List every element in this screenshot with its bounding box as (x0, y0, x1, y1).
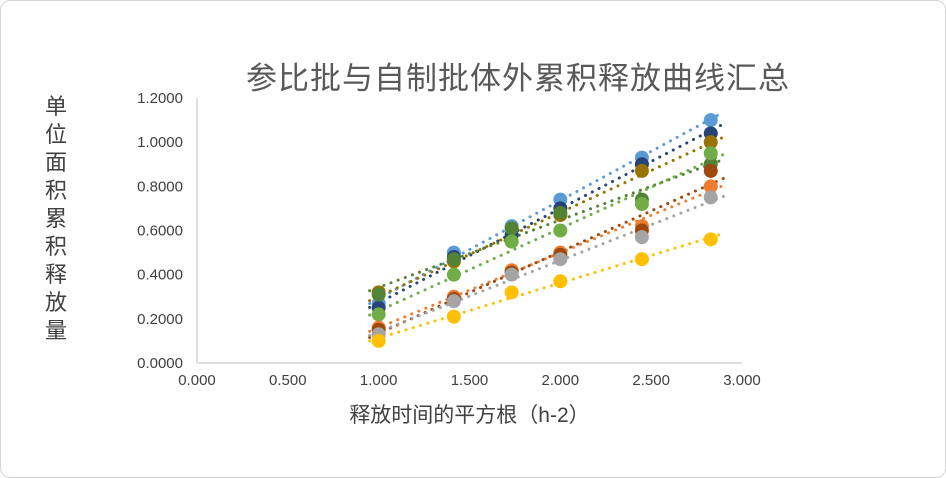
trendline-series-yellow (368, 231, 726, 343)
data-point-series-yellow (703, 232, 718, 247)
x-tick-label: 1.000 (360, 372, 398, 389)
data-point-series-yellow (504, 285, 519, 300)
data-point-series-yellow (634, 252, 649, 267)
trendline-series-lightblue (368, 110, 726, 306)
trendline-series-navy (368, 122, 726, 309)
data-point-series-darkgreen (504, 221, 519, 236)
data-point-series-olive (634, 163, 649, 178)
x-tick-label: 0.000 (178, 372, 216, 389)
y-axis-title: 单 位 面 积 累 积 释 放 量 (44, 94, 67, 343)
data-point-series-brick (703, 163, 718, 178)
x-tick-label: 3.000 (723, 372, 761, 389)
y-tick-label: 1.2000 (137, 90, 183, 107)
trendline-series-darkgreen (368, 157, 726, 293)
data-point-series-green (371, 307, 386, 322)
data-point-series-green (553, 223, 568, 238)
trendline-series-brick (368, 176, 726, 339)
data-point-series-darkgreen (446, 252, 461, 267)
x-tick-label: 2.000 (542, 372, 580, 389)
data-point-series-gray (703, 190, 718, 205)
trendline-series-orange (368, 183, 726, 333)
y-tick-label: 0.8000 (137, 178, 183, 195)
data-point-series-yellow (371, 333, 386, 348)
chart-title: 参比批与自制批体外累积释放曲线汇总 (246, 61, 790, 96)
trendline-series-olive (368, 135, 726, 303)
y-tick-label: 1.0000 (137, 134, 183, 151)
x-tick-label: 0.500 (269, 372, 307, 389)
data-point-series-yellow (446, 309, 461, 324)
y-tick-label: 0.4000 (137, 267, 183, 284)
data-point-series-gray (553, 252, 568, 267)
data-point-series-gray (634, 230, 649, 245)
data-point-series-darkgreen (371, 287, 386, 302)
data-point-series-olive (703, 135, 718, 150)
data-point-series-green (634, 197, 649, 211)
data-point-series-darkgreen (553, 205, 568, 220)
y-tick-label: 0.0000 (137, 355, 183, 372)
data-point-series-gray (504, 267, 519, 282)
x-tick-label: 2.500 (632, 372, 670, 389)
data-point-series-green (504, 234, 519, 249)
data-point-series-orange (703, 179, 718, 194)
data-point-series-yellow (553, 274, 568, 289)
trendline-series-gray (368, 194, 726, 337)
data-point-series-lightblue (703, 113, 718, 128)
data-point-series-gray (446, 294, 461, 309)
y-tick-label: 0.2000 (137, 311, 183, 328)
data-point-series-green (446, 267, 461, 282)
x-tick-label: 1.500 (451, 372, 489, 389)
trendline-series-green (368, 152, 726, 317)
x-axis-title: 释放时间的平方根（h-2） (349, 404, 590, 427)
data-point-series-green (703, 146, 718, 161)
y-tick-label: 0.6000 (137, 223, 183, 240)
